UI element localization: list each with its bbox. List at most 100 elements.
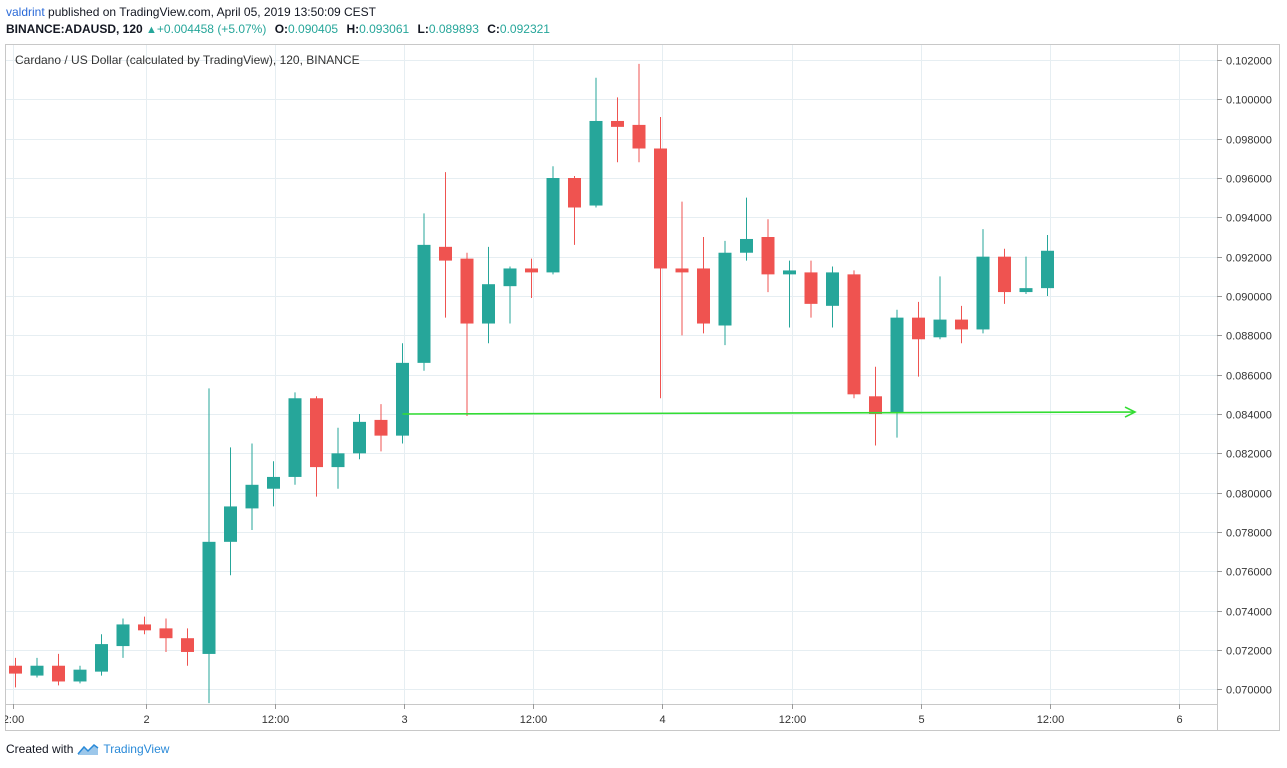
time-axis[interactable]: 2:00 2 12:00 3 12:00 4 12:00 5 12:00 6 [5, 704, 1183, 726]
candle [611, 97, 624, 163]
candle-body [654, 148, 667, 269]
candle [52, 653, 65, 686]
candle [331, 427, 345, 489]
candle [202, 388, 216, 704]
y-tick-label: 0.092000 [1226, 253, 1272, 265]
candle-body [224, 506, 237, 542]
candle-body [95, 644, 108, 672]
candle-body [503, 268, 517, 287]
y-tick-label: 0.096000 [1226, 174, 1272, 186]
candle-body [245, 484, 259, 509]
candle-body [589, 120, 603, 206]
y-tick-label: 0.090000 [1226, 292, 1272, 304]
candle [310, 396, 323, 497]
candle-body [632, 124, 646, 149]
candle-body [718, 252, 732, 326]
candle [116, 618, 130, 658]
x-tick-label: 3 [401, 714, 407, 726]
author-link[interactable]: valdrint [6, 5, 45, 19]
candle-body [998, 256, 1011, 293]
x-tick-label: 6 [1176, 714, 1182, 726]
candle [783, 260, 796, 328]
y-tick-label: 0.070000 [1226, 685, 1272, 697]
candle [955, 305, 968, 344]
candle [9, 657, 22, 688]
x-tick-label: 12:00 [262, 714, 290, 726]
tradingview-brand-link[interactable]: TradingView [103, 742, 170, 756]
candle [589, 77, 603, 208]
close-value: 0.092321 [499, 22, 550, 36]
candle [267, 461, 280, 507]
candle [675, 201, 689, 336]
x-tick-label: 12:00 [1037, 714, 1065, 726]
change-value: +0.004458 (+5.07%) [156, 22, 267, 36]
candle [460, 252, 474, 416]
y-tick-label: 0.082000 [1226, 449, 1272, 461]
y-tick-label: 0.080000 [1226, 489, 1272, 501]
y-tick-label: 0.072000 [1226, 646, 1272, 658]
candle-body [288, 398, 302, 477]
candle [869, 366, 882, 446]
candle [30, 657, 44, 678]
candle-body [73, 669, 87, 682]
high-value: 0.093061 [359, 22, 410, 36]
candle-body [439, 246, 452, 261]
candle [95, 634, 108, 676]
candle-body [202, 541, 216, 654]
candle [396, 343, 409, 444]
y-tick-label: 0.098000 [1226, 135, 1272, 147]
candle-body [159, 628, 173, 639]
candle [439, 172, 452, 318]
y-tick-label: 0.102000 [1226, 56, 1272, 68]
grid-lines [5, 44, 1217, 704]
low-label: L: [417, 22, 429, 36]
support-line-group [402, 406, 1137, 418]
support-line [402, 411, 1136, 415]
candle [1019, 256, 1033, 295]
chart-title: Cardano / US Dollar (calculated by Tradi… [15, 53, 360, 67]
support-arrow-icon [1124, 406, 1137, 418]
candle-body [761, 237, 775, 275]
candle-body [525, 268, 538, 273]
candle-body [697, 268, 710, 324]
candle-body [116, 624, 130, 647]
close-label: C: [487, 22, 500, 36]
candle-body [138, 624, 151, 631]
price-axis[interactable]: 0.102000 0.100000 0.098000 0.096000 0.094000… [1217, 56, 1272, 697]
candle [761, 219, 775, 293]
candle [718, 240, 732, 346]
candle [976, 229, 990, 334]
candle [353, 414, 366, 460]
candlestick-chart[interactable]: 0.102000 0.100000 0.098000 0.096000 0.094000… [5, 44, 1280, 731]
candle-body [783, 270, 796, 275]
candle-body [374, 419, 388, 436]
chart-border [5, 44, 1280, 731]
published-text: published on TradingView.com, April 05, … [44, 5, 377, 19]
y-tick-label: 0.076000 [1226, 567, 1272, 579]
created-with-label: Created with [6, 742, 74, 756]
high-label: H: [346, 22, 360, 36]
candle [138, 616, 151, 635]
y-tick-label: 0.088000 [1226, 331, 1272, 343]
candle [933, 276, 947, 340]
candle [374, 404, 388, 452]
candle [654, 117, 667, 399]
candle [417, 213, 431, 371]
y-tick-label: 0.100000 [1226, 95, 1272, 107]
candle-body [30, 665, 44, 676]
candle-body [1019, 288, 1033, 293]
symbol-label: BINANCE:ADAUSD, 120 [6, 22, 143, 36]
candle [804, 260, 818, 318]
candles-group [9, 63, 1054, 704]
candle [181, 628, 194, 666]
x-tick-label: 12:00 [779, 714, 807, 726]
candle [847, 270, 861, 399]
low-value: 0.089893 [428, 22, 479, 36]
candle-body [181, 638, 194, 652]
candle-body [955, 319, 968, 330]
publish-info: valdrint published on TradingView.com, A… [6, 5, 376, 19]
candle-body [310, 398, 323, 468]
candle-body [804, 272, 818, 304]
candle [503, 266, 517, 324]
candle [288, 392, 302, 485]
